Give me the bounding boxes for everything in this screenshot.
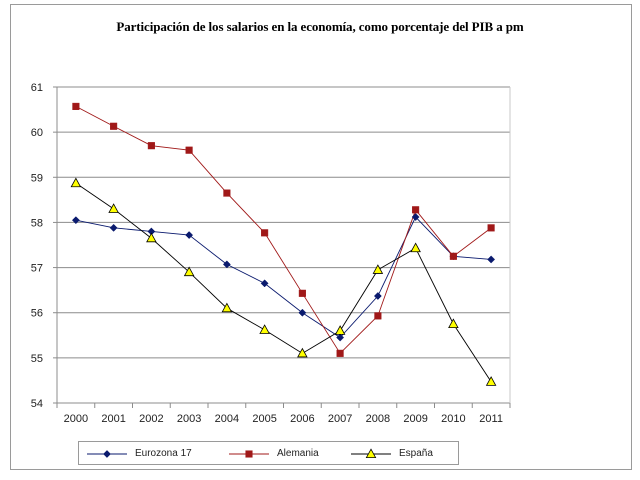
- data-point: [298, 289, 306, 297]
- y-tick-label: 57: [31, 263, 43, 275]
- data-point: [448, 318, 459, 329]
- data-point: [297, 347, 308, 358]
- y-tick-label: 54: [31, 398, 43, 410]
- data-point: [487, 255, 496, 264]
- data-point: [485, 376, 497, 386]
- legend-label: Alemania: [277, 447, 319, 459]
- data-point: [373, 292, 382, 300]
- x-tick-label: 2003: [177, 413, 201, 425]
- data-point: [110, 122, 118, 130]
- chart-title: Participación de los salarios en la econ…: [116, 19, 524, 34]
- data-point: [71, 216, 80, 225]
- data-point: [298, 308, 307, 317]
- x-tick-label: 2008: [366, 413, 390, 425]
- y-tick-label: 61: [31, 82, 43, 94]
- legend-marker: [365, 448, 377, 459]
- x-tick-label: 2002: [139, 413, 163, 425]
- data-point: [183, 266, 195, 277]
- chart-frame: [10, 4, 632, 470]
- y-tick-label: 60: [31, 127, 43, 139]
- data-point: [334, 325, 346, 335]
- data-point: [260, 279, 269, 288]
- data-point: [487, 224, 495, 232]
- x-tick-label: 2006: [290, 413, 314, 425]
- y-tick-label: 58: [31, 217, 43, 229]
- series-line-3: [75, 182, 492, 383]
- data-point: [222, 260, 231, 269]
- x-tick-label: 2011: [479, 413, 503, 425]
- legend-item: Eurozona 17: [87, 442, 192, 464]
- data-point: [336, 333, 345, 342]
- legend-marker: [103, 450, 111, 458]
- data-point: [72, 102, 80, 110]
- data-point: [372, 264, 384, 274]
- data-point: [412, 206, 420, 214]
- x-tick-label: 2005: [252, 413, 276, 425]
- data-point: [221, 302, 233, 313]
- data-point: [336, 349, 344, 357]
- data-point: [449, 252, 457, 260]
- data-point: [259, 324, 270, 334]
- legend-item: España: [351, 442, 433, 464]
- legend-swatch: [87, 450, 127, 458]
- x-tick-label: 2004: [215, 413, 239, 425]
- legend-label: España: [399, 447, 433, 459]
- series-line-1: [75, 216, 492, 339]
- data-point: [147, 142, 155, 150]
- x-tick-label: 2009: [403, 413, 427, 425]
- x-tick-label: 2007: [328, 413, 352, 425]
- data-point: [223, 189, 231, 197]
- y-tick-label: 56: [31, 308, 43, 320]
- data-point: [146, 232, 157, 243]
- x-tick-label: 2001: [101, 413, 125, 425]
- legend-swatch: [229, 450, 269, 458]
- data-point: [185, 231, 194, 240]
- legend-item: Alemania: [229, 442, 319, 464]
- data-point: [411, 213, 420, 221]
- x-tick-label: 2000: [64, 413, 88, 425]
- y-tick-label: 55: [31, 353, 43, 365]
- legend-swatch: [351, 448, 391, 459]
- series-line-2: [75, 106, 492, 355]
- legend: Eurozona 17 Alemania España: [78, 441, 459, 465]
- x-tick-label: 2010: [441, 413, 465, 425]
- data-point: [185, 146, 193, 154]
- data-point: [261, 229, 269, 237]
- data-point: [374, 312, 382, 320]
- data-point: [109, 223, 118, 232]
- y-tick-label: 59: [31, 172, 43, 184]
- data-point: [70, 177, 82, 188]
- legend-marker: [245, 450, 253, 458]
- data-point: [108, 203, 119, 213]
- data-point: [410, 242, 421, 253]
- legend-label: Eurozona 17: [135, 447, 192, 459]
